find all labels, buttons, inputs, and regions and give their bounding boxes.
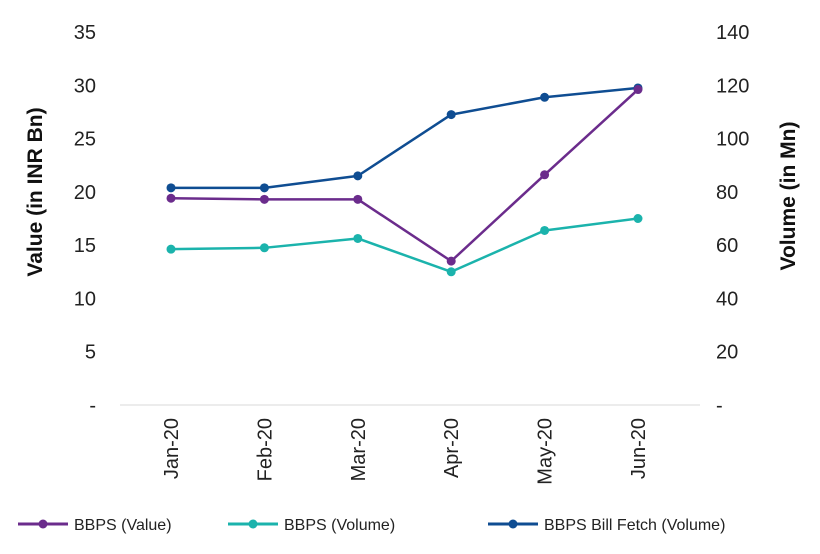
legend-label: BBPS (Value) <box>74 517 172 534</box>
y-tick-label: 35 <box>74 22 96 44</box>
data-point <box>446 110 456 120</box>
y-tick-label: 15 <box>74 235 96 257</box>
x-tick-label: Mar-20 <box>348 418 370 481</box>
x-tick-label: Apr-20 <box>441 418 463 478</box>
data-point <box>353 171 363 181</box>
data-point <box>633 85 643 95</box>
x-tick-label: Feb-20 <box>254 418 276 481</box>
legend-label: BBPS Bill Fetch (Volume) <box>544 517 725 534</box>
data-point <box>259 183 269 193</box>
data-point <box>446 267 456 277</box>
data-point <box>259 243 269 253</box>
right-axis-label: Volume (in Mn) <box>777 122 800 271</box>
x-tick-label: May-20 <box>535 418 557 485</box>
y2-tick-label: 20 <box>716 342 738 364</box>
y2-tick-label: 40 <box>716 288 738 310</box>
y2-tick-label: 60 <box>716 235 738 257</box>
legend-swatch-marker <box>38 519 48 529</box>
data-point <box>166 193 176 203</box>
data-point <box>540 225 550 235</box>
data-point <box>166 183 176 193</box>
x-axis-ticks: Jan-20 Feb-20 Mar-20 Apr-20 May-20 Jun-20 <box>161 418 650 485</box>
legend-label: BBPS (Volume) <box>284 517 395 534</box>
data-point <box>540 170 550 180</box>
data-point <box>166 244 176 254</box>
y-tick-label: 10 <box>74 288 96 310</box>
y-tick-label: - <box>89 395 96 417</box>
y2-tick-label: 100 <box>716 129 749 151</box>
series-line <box>170 217 639 274</box>
data-point <box>259 194 269 204</box>
legend-swatch-marker <box>248 519 258 529</box>
y-tick-label: 5 <box>85 342 96 364</box>
data-point <box>446 256 456 266</box>
data-point <box>540 92 550 102</box>
series-line <box>171 86 639 190</box>
left-axis-ticks: - 5 10 15 20 25 30 35 <box>74 22 96 417</box>
right-axis-ticks: - 20 40 60 80 100 120 140 <box>716 22 749 417</box>
legend: BBPS (Value) BBPS (Volume) BBPS Bill Fetch… <box>18 517 725 534</box>
y2-tick-label: - <box>716 395 723 417</box>
x-tick-label: Jun-20 <box>628 418 650 479</box>
legend-swatch-marker <box>508 519 518 529</box>
y-tick-label: 25 <box>74 129 96 151</box>
series-line <box>170 88 639 263</box>
x-tick-label: Jan-20 <box>161 418 183 479</box>
y2-tick-label: 80 <box>716 182 738 204</box>
y2-tick-label: 140 <box>716 22 749 44</box>
data-point <box>353 194 363 204</box>
data-point <box>633 214 643 223</box>
left-axis-label: Value (in INR Bn) <box>24 107 47 276</box>
y-tick-label: 30 <box>74 75 96 97</box>
y2-tick-label: 120 <box>716 75 749 97</box>
series-layer <box>166 83 643 277</box>
data-point <box>353 233 363 243</box>
y-tick-label: 20 <box>74 182 96 204</box>
